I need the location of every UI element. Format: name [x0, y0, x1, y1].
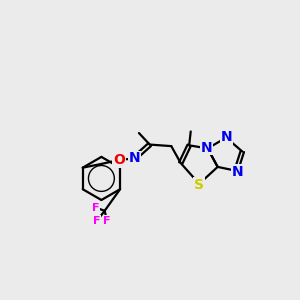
- Text: F: F: [103, 216, 111, 226]
- Text: S: S: [194, 178, 204, 192]
- Text: N: N: [201, 141, 213, 155]
- Text: N: N: [232, 164, 244, 178]
- Text: O: O: [113, 153, 125, 167]
- Text: F: F: [92, 203, 100, 213]
- Text: F: F: [93, 216, 101, 226]
- Text: N: N: [221, 130, 233, 144]
- Text: N: N: [128, 152, 140, 165]
